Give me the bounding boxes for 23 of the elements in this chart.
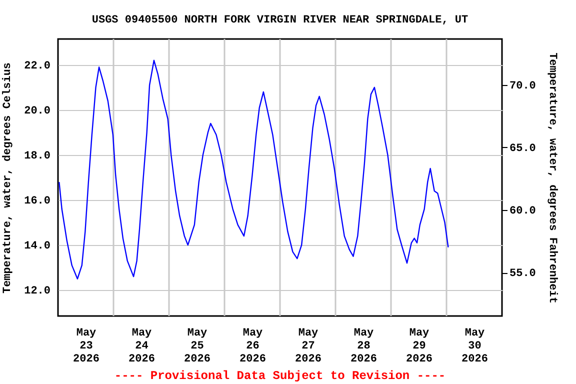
x-tick-label: May 26 2026 — [240, 328, 266, 366]
y-tick-label: 20.0 — [24, 105, 50, 118]
x-tick-label: May 25 2026 — [184, 328, 210, 366]
x-tick-label: May 29 2026 — [406, 328, 432, 366]
y-tick-label: 16.0 — [24, 196, 50, 208]
y2-tick-label: 55.0 — [510, 268, 536, 280]
x-tick-label: May 30 2026 — [462, 328, 488, 366]
y-tick-label: 18.0 — [24, 150, 50, 162]
y-axis-title: Temperature, water, degrees Celsius — [2, 62, 14, 294]
y2-tick-label: 70.0 — [510, 80, 536, 92]
y2-axis-title: Temperature, water, degrees Fahrenheit — [546, 52, 558, 304]
line-series — [58, 60, 449, 280]
y-tick-label: 22.0 — [24, 60, 50, 72]
x-tick-label: May 27 2026 — [295, 328, 322, 366]
x-tick-label: May 28 2026 — [350, 328, 377, 366]
y-tick-label: 14.0 — [24, 240, 50, 253]
x-tick-label: May 23 2026 — [73, 328, 100, 366]
y-tick-label: 12.0 — [24, 286, 50, 298]
chart-title: USGS 09405500 NORTH FORK VIRGIN RIVER NEAR SPRINGDALE, UT — [92, 14, 469, 26]
y2-tick-label: 60.0 — [510, 206, 536, 218]
y2-tick-label: 65.0 — [510, 142, 536, 155]
x-tick-label: May 24 2026 — [128, 328, 155, 366]
text: ---- Provisional Data Subject to Revision ---- — [114, 369, 446, 383]
